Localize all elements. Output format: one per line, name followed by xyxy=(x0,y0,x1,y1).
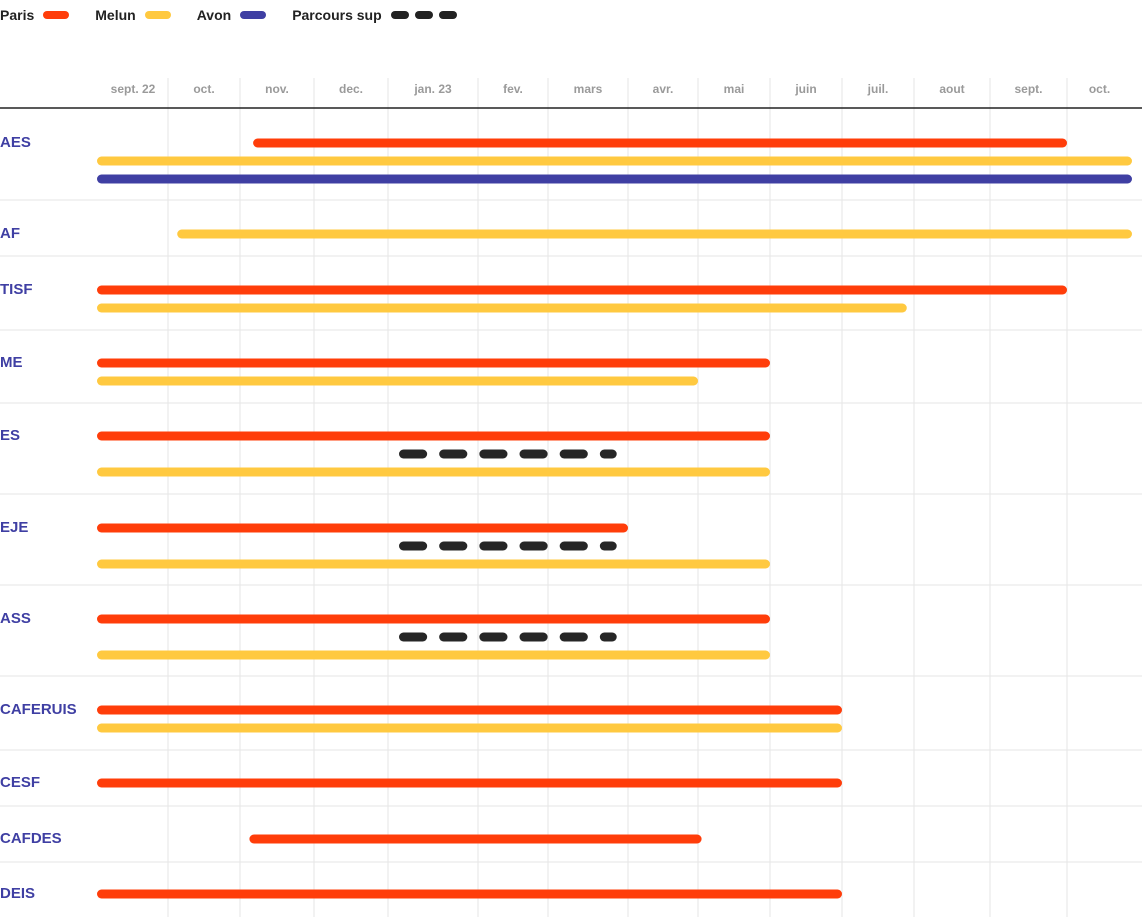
month-label: oct. xyxy=(193,82,214,96)
bar-caferuis-melun xyxy=(97,723,842,733)
bar-eje-parcours-sup-segment xyxy=(559,541,588,551)
month-label: fev. xyxy=(503,82,523,96)
row-label-eje: EJE xyxy=(0,519,28,536)
legend-label-paris: Paris xyxy=(0,7,35,23)
bar-aes-avon xyxy=(97,174,1132,184)
bar-me-melun xyxy=(97,376,698,386)
bar-eje-parcours-sup-segment xyxy=(519,541,548,551)
bar-tisf-paris xyxy=(97,285,1067,295)
legend-swatch-parcours-sup xyxy=(390,11,457,19)
month-label: mars xyxy=(574,82,603,96)
legend-item-parcours-sup[interactable]: Parcours sup xyxy=(292,7,457,23)
month-label: nov. xyxy=(265,82,289,96)
bar-tisf-melun xyxy=(97,303,907,313)
month-label: juin xyxy=(794,82,816,96)
bar-caferuis-paris xyxy=(97,705,842,715)
bar-eje-parcours-sup-segment xyxy=(439,541,468,551)
bar-es-melun xyxy=(97,467,770,477)
month-label: sept. 22 xyxy=(111,82,156,96)
month-label: jan. 23 xyxy=(413,82,452,96)
bar-ass-parcours-sup-segment xyxy=(399,632,428,642)
legend-label-parcours-sup: Parcours sup xyxy=(292,7,382,23)
legend: Paris Melun Avon Parcours sup xyxy=(0,4,483,26)
month-label: dec. xyxy=(339,82,363,96)
legend-swatch-avon xyxy=(240,11,267,19)
bar-ass-parcours-sup-segment xyxy=(479,632,508,642)
row-label-caferuis: CAFERUIS xyxy=(0,701,77,718)
bar-eje-parcours-sup-segment xyxy=(399,541,428,551)
row-label-tisf: TISF xyxy=(0,281,33,298)
bar-eje-parcours-sup-segment xyxy=(479,541,508,551)
bar-ass-parcours-sup-segment xyxy=(599,632,617,642)
legend-label-avon: Avon xyxy=(196,7,232,23)
bar-me-paris xyxy=(97,358,770,368)
bar-eje-paris xyxy=(97,523,628,533)
bar-aes-paris xyxy=(253,138,1068,148)
bar-ass-paris xyxy=(97,614,770,624)
row-label-me: ME xyxy=(0,354,23,371)
bar-ass-melun xyxy=(97,650,770,660)
legend-label-melun: Melun xyxy=(95,7,136,23)
month-label: oct. xyxy=(1089,82,1110,96)
bar-aes-melun xyxy=(97,156,1132,166)
month-label: aout xyxy=(939,82,964,96)
bar-deis-paris xyxy=(97,889,842,899)
legend-item-melun[interactable]: Melun xyxy=(95,7,171,23)
legend-swatch-melun xyxy=(144,11,171,19)
row-label-aes: AES xyxy=(0,134,31,151)
row-label-cesf: CESF xyxy=(0,774,40,791)
bar-es-paris xyxy=(97,431,770,441)
bar-es-parcours-sup-segment xyxy=(559,449,588,459)
row-label-deis: DEIS xyxy=(0,885,35,902)
bar-af-melun xyxy=(177,229,1132,239)
bar-es-parcours-sup-segment xyxy=(519,449,548,459)
month-label: sept. xyxy=(1014,82,1042,96)
bar-ass-parcours-sup-segment xyxy=(439,632,468,642)
row-label-af: AF xyxy=(0,225,20,242)
legend-item-avon[interactable]: Avon xyxy=(196,7,267,23)
bar-ass-parcours-sup-segment xyxy=(519,632,548,642)
bar-cesf-paris xyxy=(97,778,842,788)
bar-ass-parcours-sup-segment xyxy=(559,632,588,642)
bar-es-parcours-sup-segment xyxy=(439,449,468,459)
bar-es-parcours-sup-segment xyxy=(599,449,617,459)
month-label: avr. xyxy=(653,82,674,96)
bar-es-parcours-sup-segment xyxy=(399,449,428,459)
bar-cafdes-paris xyxy=(249,834,702,844)
bar-eje-melun xyxy=(97,559,770,569)
bar-eje-parcours-sup-segment xyxy=(599,541,617,551)
row-label-es: ES xyxy=(0,427,20,444)
legend-swatch-paris xyxy=(43,11,70,19)
month-label: mai xyxy=(724,82,745,96)
legend-item-paris[interactable]: Paris xyxy=(0,7,70,23)
row-label-ass: ASS xyxy=(0,610,31,627)
row-label-cafdes: CAFDES xyxy=(0,830,62,847)
bar-es-parcours-sup-segment xyxy=(479,449,508,459)
month-label: juil. xyxy=(867,82,889,96)
